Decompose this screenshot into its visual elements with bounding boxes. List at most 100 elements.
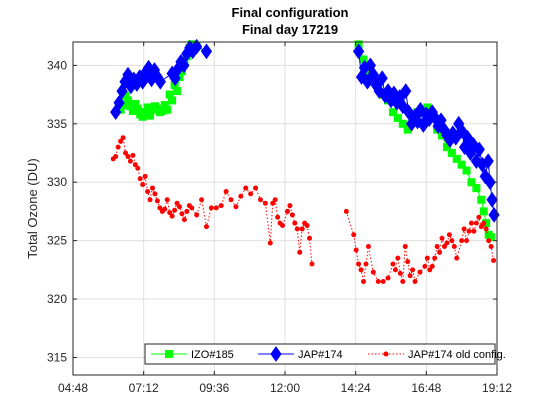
x-tick-label: 16:48 <box>411 381 441 395</box>
data-point <box>118 138 124 144</box>
data-point <box>168 96 177 105</box>
data-point <box>167 210 173 216</box>
y-tick-label: 340 <box>47 58 67 72</box>
data-point <box>162 206 168 212</box>
data-point <box>120 135 126 141</box>
data-point <box>388 108 397 117</box>
data-point <box>152 191 158 197</box>
data-point <box>113 94 125 111</box>
data-point <box>483 226 489 232</box>
data-point <box>444 240 450 246</box>
data-point <box>484 174 496 191</box>
data-point <box>405 259 411 265</box>
data-point <box>164 197 170 203</box>
data-point <box>363 261 369 267</box>
data-point <box>486 238 492 244</box>
data-point <box>358 267 364 273</box>
data-point <box>213 205 219 211</box>
data-point <box>135 165 141 171</box>
data-point <box>163 105 172 114</box>
legend-label: JAP#174 old config. <box>408 349 506 361</box>
data-point <box>432 255 438 261</box>
data-point <box>481 220 487 226</box>
data-point <box>376 70 388 87</box>
data-point <box>491 257 497 263</box>
series-line <box>112 136 313 265</box>
legend: IZO#185 JAP#174 JAP#174 old config. <box>144 343 506 365</box>
data-point <box>365 243 371 249</box>
data-point <box>479 207 488 216</box>
data-point <box>380 279 386 285</box>
data-point <box>482 153 494 170</box>
data-point <box>179 211 185 217</box>
data-point <box>356 261 362 267</box>
data-point <box>272 197 278 203</box>
data-point <box>178 57 190 74</box>
data-point <box>411 113 424 130</box>
data-point <box>200 43 213 60</box>
data-point <box>439 235 445 241</box>
data-point <box>446 232 452 238</box>
data-point <box>238 193 244 199</box>
data-point <box>488 243 494 249</box>
data-point <box>447 149 456 157</box>
y-tick-label: 330 <box>47 175 67 189</box>
axes: 04:48 07:12 09:36 12:00 14:24 16:48 19:12 315 32… <box>47 42 512 395</box>
legend-label: IZO#185 <box>191 349 234 361</box>
data-point <box>127 158 133 164</box>
data-point <box>297 249 303 255</box>
data-point <box>140 182 146 188</box>
data-point <box>154 198 160 204</box>
legend-marker <box>270 346 282 362</box>
data-point <box>343 208 349 214</box>
data-point <box>450 129 462 146</box>
data-point <box>304 222 310 228</box>
data-point <box>441 243 447 249</box>
data-point <box>473 141 485 158</box>
data-point <box>468 220 474 226</box>
data-point <box>150 185 155 191</box>
data-point <box>294 226 300 232</box>
x-tick-label: 09:36 <box>199 381 229 395</box>
data-point <box>145 189 151 195</box>
data-point <box>125 154 131 160</box>
data-point <box>429 263 435 269</box>
data-point <box>393 113 402 122</box>
data-point <box>176 204 182 210</box>
data-point <box>309 261 315 267</box>
x-tick-label: 14:24 <box>341 381 371 395</box>
data-point <box>385 275 391 281</box>
data-point <box>370 269 376 275</box>
data-point <box>228 197 234 203</box>
data-point <box>461 226 467 232</box>
data-point <box>361 279 367 285</box>
data-point <box>477 195 486 204</box>
series-jap-174 <box>110 38 500 223</box>
chart-subtitle: Final day 17219 <box>242 22 338 37</box>
data-point <box>486 191 498 208</box>
data-point <box>472 184 481 193</box>
data-point <box>461 129 474 146</box>
y-tick-label: 320 <box>47 292 67 306</box>
data-point <box>132 162 138 168</box>
data-point <box>392 267 398 273</box>
data-point <box>257 197 263 203</box>
data-point <box>400 83 412 99</box>
data-point <box>203 224 209 230</box>
data-point <box>417 269 423 275</box>
data-point <box>437 249 443 255</box>
data-point <box>427 267 433 273</box>
data-point <box>208 205 214 211</box>
data-point <box>462 166 471 175</box>
data-point <box>270 200 276 206</box>
data-point <box>390 261 396 267</box>
data-point <box>395 255 401 261</box>
data-point <box>476 214 482 220</box>
data-point <box>434 243 440 249</box>
series-layer <box>110 38 500 285</box>
x-tick-label: 04:48 <box>58 381 88 395</box>
chart-titles: Final configuration Final day 17219 <box>232 5 349 37</box>
data-point <box>478 224 484 230</box>
data-point <box>169 213 175 219</box>
